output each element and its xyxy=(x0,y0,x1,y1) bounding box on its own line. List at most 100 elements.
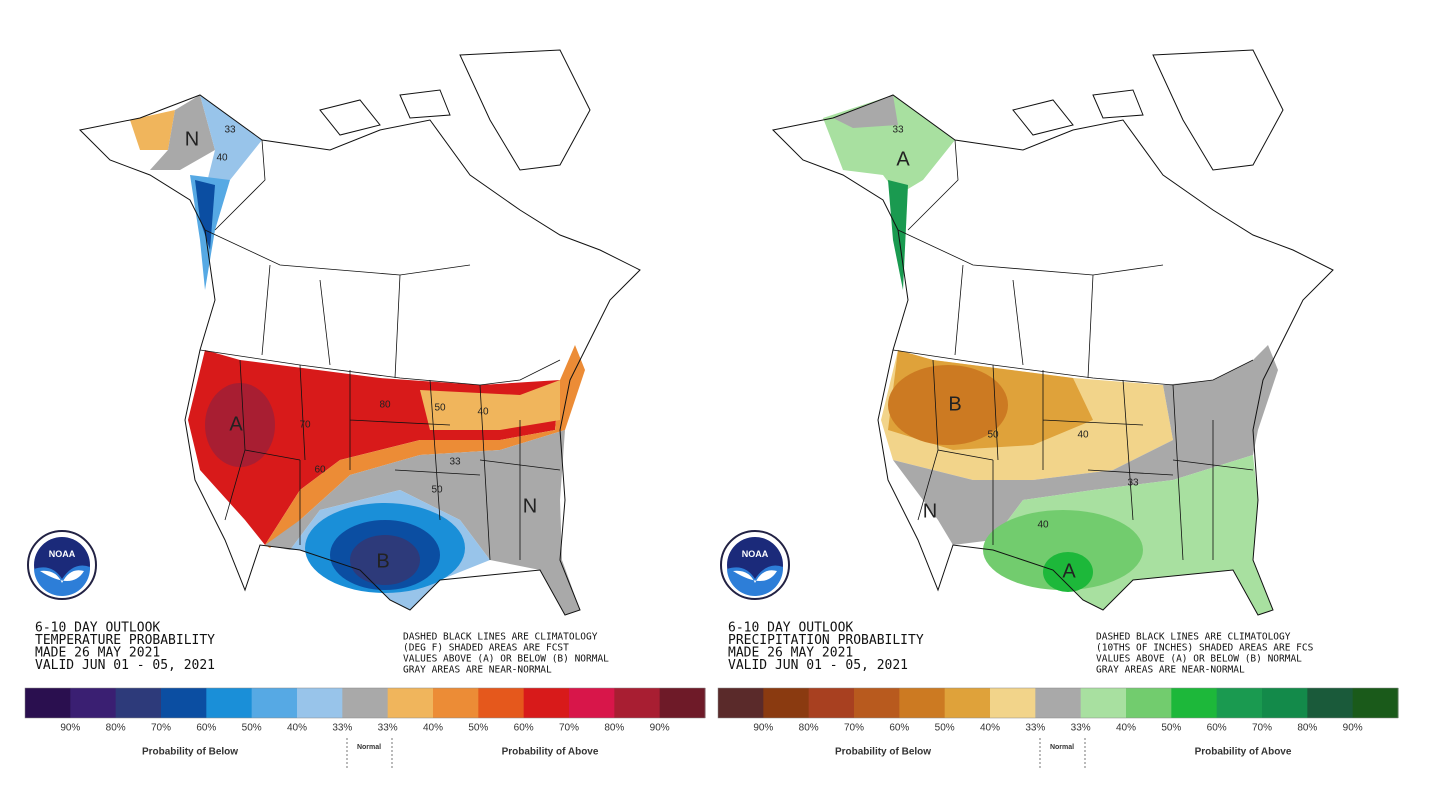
map-label: N xyxy=(923,500,937,522)
contour-label: 50 xyxy=(431,485,443,496)
legend-swatch xyxy=(614,688,661,718)
map-label: B xyxy=(376,550,389,572)
legend-label: 40% xyxy=(423,723,443,734)
legend-label: 80% xyxy=(604,723,624,734)
contour-label: 40 xyxy=(1037,520,1049,531)
outlook-title: MADE 26 MAY 2021 xyxy=(728,646,853,661)
map-note: (10THS OF INCHES) SHADED AREAS ARE FCS xyxy=(1096,643,1314,654)
legend-swatch xyxy=(808,688,855,718)
map-label: A xyxy=(229,413,243,435)
legend-swatch xyxy=(478,688,525,718)
legend-label: 50% xyxy=(935,723,955,734)
legend-swatch xyxy=(569,688,615,718)
legend-swatch xyxy=(1216,688,1263,718)
legend-below: Probability of Below xyxy=(835,747,931,758)
legend-label: 80% xyxy=(1297,723,1317,734)
legend-swatch xyxy=(659,688,706,718)
legend-frame xyxy=(24,687,706,719)
legend-normal: Normal xyxy=(1050,744,1074,751)
legend-swatch xyxy=(990,688,1036,718)
contour-label: 50 xyxy=(434,403,446,414)
legend-swatch xyxy=(718,688,764,718)
legend-label: 40% xyxy=(980,723,1000,734)
legend-swatch xyxy=(1307,688,1354,718)
legend-swatch xyxy=(1352,688,1399,718)
legend-label: 50% xyxy=(468,723,488,734)
legend-label: 90% xyxy=(60,723,80,734)
legend-swatch xyxy=(1080,688,1127,718)
contour-label: 50 xyxy=(987,430,999,441)
legend-label: 50% xyxy=(1161,723,1181,734)
legend-label: 90% xyxy=(650,723,670,734)
legend-swatch xyxy=(70,688,117,718)
legend-label: 60% xyxy=(196,723,216,734)
contour-label: 40 xyxy=(216,153,228,164)
legend-swatch xyxy=(1035,688,1082,718)
legend-label: 33% xyxy=(332,723,352,734)
legend-swatch xyxy=(297,688,343,718)
legend-label: 50% xyxy=(242,723,262,734)
outlook-title: 6-10 DAY OUTLOOK xyxy=(35,621,160,636)
legend-label: 70% xyxy=(151,723,171,734)
map-note: (DEG F) SHADED AREAS ARE FCST xyxy=(403,643,569,654)
legend-label: 60% xyxy=(514,723,534,734)
legend-swatch xyxy=(251,688,298,718)
contour-label: 33 xyxy=(892,125,904,136)
contour-label: 33 xyxy=(224,125,236,136)
map-note: DASHED BLACK LINES ARE CLIMATOLOGY xyxy=(1096,632,1291,643)
legend-label: 70% xyxy=(1252,723,1272,734)
legend-label: 70% xyxy=(559,723,579,734)
map-note: GRAY AREAS ARE NEAR-NORMAL xyxy=(403,665,552,676)
outlook-title: VALID JUN 01 - 05, 2021 xyxy=(728,658,908,673)
legend-label: 90% xyxy=(753,723,773,734)
contour-label: 60 xyxy=(314,465,326,476)
legend-swatch xyxy=(161,688,207,718)
contour-label: 40 xyxy=(477,407,489,418)
legend-label: 40% xyxy=(1116,723,1136,734)
map-note: VALUES ABOVE (A) OR BELOW (B) NORMAL xyxy=(1096,654,1302,665)
legend-swatch xyxy=(342,688,389,718)
legend-label: 33% xyxy=(1025,723,1045,734)
outlook-title: VALID JUN 01 - 05, 2021 xyxy=(35,658,215,673)
legend-above: Probability of Above xyxy=(502,747,599,758)
contour-label: 33 xyxy=(449,457,461,468)
contour-label: 70 xyxy=(299,420,311,431)
legend-swatch xyxy=(899,688,946,718)
legend-label: 80% xyxy=(799,723,819,734)
contour-label: 80 xyxy=(379,400,391,411)
legend-label: 70% xyxy=(844,723,864,734)
outlook-title: 6-10 DAY OUTLOOK xyxy=(728,621,853,636)
legend-label: 60% xyxy=(889,723,909,734)
map-note: VALUES ABOVE (A) OR BELOW (B) NORMAL xyxy=(403,654,609,665)
temperature-panel: N A B N 33 40 50 60 70 80 50 40 33 6-10 … xyxy=(24,49,706,770)
outlook-title: PRECIPITATION PROBABILITY xyxy=(728,633,924,648)
legend-swatch xyxy=(523,688,570,718)
map-label: A xyxy=(896,148,910,170)
legend-swatch xyxy=(387,688,434,718)
legend-label: 33% xyxy=(1071,723,1091,734)
map-note: DASHED BLACK LINES ARE CLIMATOLOGY xyxy=(403,632,598,643)
legend-label: 80% xyxy=(106,723,126,734)
outlook-title: MADE 26 MAY 2021 xyxy=(35,646,160,661)
legend-label: 40% xyxy=(287,723,307,734)
map-label: N xyxy=(523,495,537,517)
legend-swatch xyxy=(1126,688,1172,718)
contour-label: 40 xyxy=(1077,430,1089,441)
legend-above: Probability of Above xyxy=(1195,747,1292,758)
legend-below: Probability of Below xyxy=(142,747,238,758)
map-note: GRAY AREAS ARE NEAR-NORMAL xyxy=(1096,665,1245,676)
map-label: B xyxy=(948,393,961,415)
legend-normal: Normal xyxy=(357,744,381,751)
map-label: A xyxy=(1062,560,1076,582)
legend-frame xyxy=(717,687,1399,719)
contour-label: 33 xyxy=(1127,478,1139,489)
legend-swatch xyxy=(854,688,900,718)
legend-swatch xyxy=(206,688,253,718)
legend-swatch xyxy=(115,688,162,718)
legend-swatch xyxy=(25,688,71,718)
legend-swatch xyxy=(433,688,479,718)
legend-swatch xyxy=(1171,688,1218,718)
legend-swatch xyxy=(944,688,991,718)
legend-swatch xyxy=(1262,688,1308,718)
